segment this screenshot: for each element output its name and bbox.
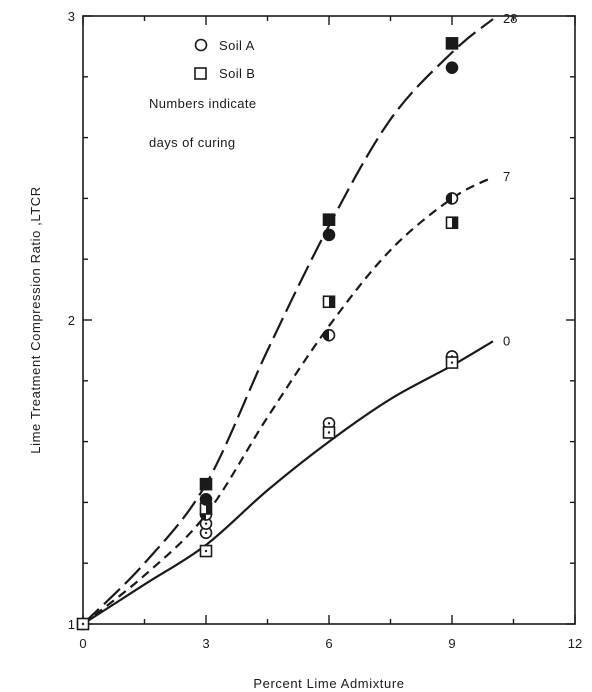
point-soil-a-7d: [322, 328, 336, 342]
axis-ticks: [82, 15, 576, 625]
x-axis-title: Percent Lime Admixture: [253, 676, 404, 691]
x-tick-label: 12: [568, 636, 582, 651]
legend-note-line-2: days of curing: [149, 135, 236, 150]
point-soil-b-0d: [445, 356, 459, 369]
point-soil-b-28d: [322, 213, 336, 226]
curve-label: 28: [503, 11, 517, 26]
point-soil-b-0d: [76, 617, 90, 631]
x-tick-label: 6: [325, 636, 332, 651]
point-soil-a-28d: [322, 228, 336, 242]
point-soil-a-7d: [445, 192, 459, 205]
point-soil-b-7d: [445, 216, 459, 230]
point-soil-b-28d: [199, 477, 213, 491]
point-soil-b-7d: [322, 295, 336, 309]
x-tick-label: 9: [448, 636, 455, 651]
point-soil-b-28d: [445, 37, 459, 50]
point-soil-a-28d: [445, 61, 459, 74]
point-soil-b-0d: [322, 426, 336, 439]
y-tick-label: 2: [68, 313, 75, 328]
x-tick-label: 3: [202, 636, 209, 651]
legend-square-marker: [194, 67, 207, 80]
point-soil-b-0d: [199, 544, 213, 558]
curve-label: 7: [503, 169, 510, 184]
fitted-curves: [82, 18, 494, 625]
data-points: [76, 37, 459, 631]
legend-soil-a-label: Soil A: [219, 38, 255, 53]
curve-labels: 0 7 28: [503, 11, 517, 348]
curve-28-days: [82, 18, 494, 625]
legend-note-line-1: Numbers indicate: [149, 96, 257, 111]
y-tick-label: 1: [68, 617, 75, 632]
y-tick-label: 3: [68, 9, 75, 24]
x-tick-label: 0: [79, 636, 86, 651]
legend-soil-b-label: Soil B: [219, 66, 255, 81]
point-soil-a-0d: [199, 526, 213, 540]
point-soil-a-28d: [199, 493, 213, 506]
curve-label: 0: [503, 333, 510, 348]
legend-circle-marker: [194, 38, 208, 52]
y-axis-title: Lime Treatment Compression Ratio ,LTCR: [28, 186, 43, 453]
curve-0-days: [82, 340, 494, 625]
curve-7-days: [82, 176, 494, 625]
legend: Soil A Soil B Numbers indicate days of c…: [149, 38, 257, 150]
